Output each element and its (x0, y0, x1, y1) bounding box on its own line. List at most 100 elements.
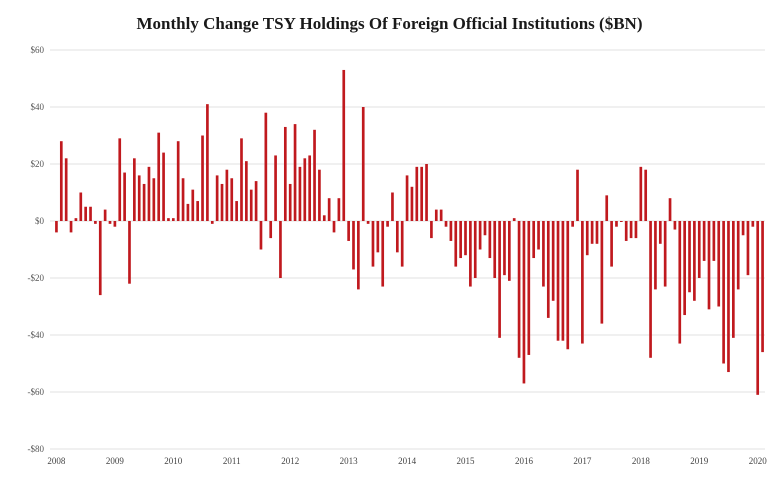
bar (152, 178, 156, 221)
bar (697, 221, 701, 278)
bar (395, 221, 399, 253)
bar (84, 206, 87, 221)
bar (512, 218, 516, 221)
bar (522, 221, 526, 384)
bar (381, 221, 385, 287)
bar (498, 221, 501, 338)
bar (322, 215, 326, 221)
bar (736, 221, 740, 290)
bar (391, 192, 394, 221)
bar (488, 221, 492, 259)
bar (751, 221, 755, 227)
bar (615, 221, 618, 227)
bar (425, 164, 428, 221)
x-tick-label: 2009 (106, 456, 125, 466)
bar (566, 221, 570, 350)
x-tick-label: 2020 (749, 456, 768, 466)
bar (649, 221, 652, 358)
bar (162, 152, 165, 221)
bar (108, 221, 112, 224)
bar (128, 221, 131, 284)
bar (546, 221, 550, 318)
bar (746, 221, 750, 276)
bar (590, 221, 594, 244)
bar (259, 221, 263, 250)
x-tick-label: 2019 (690, 456, 709, 466)
y-tick-label: $20 (31, 159, 45, 169)
bar (454, 221, 458, 267)
bar (186, 203, 190, 221)
bar (254, 181, 258, 221)
bar (327, 198, 331, 221)
bar (279, 221, 282, 278)
bar (741, 221, 745, 236)
bar (585, 221, 589, 256)
bar (293, 124, 297, 221)
bar (527, 221, 531, 355)
bar (503, 221, 506, 276)
bar (400, 221, 404, 267)
bar (376, 221, 380, 253)
bar (756, 221, 760, 395)
bar (571, 221, 574, 227)
bar (225, 169, 229, 221)
bar (245, 161, 248, 221)
bar (303, 158, 307, 221)
bar (74, 218, 78, 221)
bar (556, 221, 560, 341)
bar (600, 221, 604, 324)
bar (634, 221, 638, 239)
y-tick-label: -$60 (28, 387, 45, 397)
bar (167, 218, 170, 221)
bar (727, 221, 730, 373)
bar (337, 198, 341, 221)
bar (473, 221, 477, 278)
bar (722, 221, 725, 364)
bar (133, 158, 136, 221)
bar (347, 221, 350, 241)
bar (371, 221, 375, 267)
bar (444, 221, 448, 227)
bar (439, 209, 443, 221)
bar (318, 169, 321, 221)
bar (537, 221, 540, 250)
bar (434, 209, 438, 221)
bar (283, 126, 287, 221)
bar (288, 183, 292, 221)
x-tick-label: 2010 (164, 456, 183, 466)
bar (658, 221, 662, 244)
bar (118, 138, 122, 221)
bar (264, 112, 268, 221)
bar (561, 221, 565, 341)
y-tick-label: -$20 (28, 273, 45, 283)
bar (357, 221, 360, 290)
bar (683, 221, 686, 316)
bar (55, 221, 58, 233)
bar (619, 221, 623, 222)
bar (493, 221, 497, 278)
bar (464, 221, 467, 256)
bar (230, 178, 234, 221)
y-tick-label: $40 (31, 102, 45, 112)
bar (206, 104, 209, 221)
bar (420, 166, 424, 221)
bar (103, 209, 107, 221)
x-tick-label: 2015 (457, 456, 476, 466)
bar (693, 221, 696, 301)
bar (478, 221, 482, 250)
bar (654, 221, 657, 290)
x-tick-label: 2016 (515, 456, 534, 466)
bar (595, 221, 599, 244)
bar (215, 175, 219, 221)
bar (542, 221, 545, 287)
bar (551, 221, 555, 301)
bar (707, 221, 711, 310)
bar (576, 169, 579, 221)
bar (644, 169, 648, 221)
bar (605, 195, 609, 221)
x-tick-label: 2011 (223, 456, 241, 466)
bar (210, 221, 214, 224)
bar (308, 155, 312, 221)
